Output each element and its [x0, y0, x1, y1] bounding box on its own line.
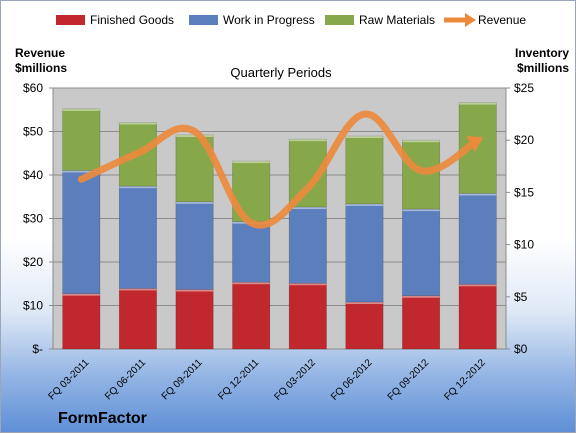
- left-tick-label: $40: [23, 168, 43, 182]
- x-tick-label: FQ 09-2011: [160, 357, 205, 402]
- bar-finished-goods: [62, 293, 101, 350]
- bar-raw-materials: [345, 135, 384, 205]
- right-tick-label: $25: [514, 81, 534, 95]
- bar-raw-materials: [402, 139, 441, 210]
- x-tick-label: FQ 12-2012: [442, 357, 488, 403]
- revenue-line: [77, 110, 482, 229]
- bar-highlight: [232, 282, 270, 285]
- bar-highlight: [345, 203, 384, 206]
- bar-finished-goods: [118, 288, 157, 350]
- bar-highlight: [119, 288, 157, 291]
- legend-swatch-raw-materials: [325, 15, 354, 25]
- left-tick-label: $-: [32, 342, 43, 356]
- bar-highlight: [289, 207, 327, 210]
- legend-label-finished-goods: Finished Goods: [90, 13, 174, 27]
- bar-highlight: [345, 302, 384, 305]
- left-tick-label: $50: [23, 125, 43, 139]
- legend-arrowhead: [465, 13, 476, 27]
- bar-highlight: [402, 295, 440, 298]
- chart-subtitle: Quarterly Periods: [230, 65, 332, 80]
- bar-work-in-progress: [345, 203, 384, 303]
- bar-finished-goods: [232, 281, 271, 350]
- plot-area: $- $10 $20 $30 $40 $50 $60 $0 $5 $10 $15 $20 $25 FQ 0…: [23, 81, 534, 403]
- right-tick-label: $20: [514, 133, 534, 147]
- bar-finished-goods: [402, 295, 441, 350]
- legend: Finished Goods Work in Progress Raw Materi…: [56, 13, 526, 27]
- x-tick-label: FQ 09-2012: [386, 357, 432, 403]
- x-tick-label: FQ 06-2012: [329, 357, 375, 403]
- bar-work-in-progress: [288, 206, 327, 284]
- right-tick-label: $15: [514, 185, 534, 199]
- bar-work-in-progress: [62, 170, 101, 294]
- bar-work-in-progress: [118, 185, 157, 289]
- legend-label-raw-materials: Raw Materials: [359, 13, 435, 27]
- bar-highlight: [402, 140, 440, 143]
- bar-highlight: [119, 122, 157, 125]
- right-tick-label: $10: [514, 238, 534, 252]
- left-tick-label: $30: [23, 212, 43, 226]
- left-tick-label: $20: [23, 255, 43, 269]
- bar-work-in-progress: [458, 193, 497, 285]
- legend-swatch-finished-goods: [56, 15, 85, 25]
- bar-highlight: [289, 283, 327, 286]
- bar-work-in-progress: [175, 201, 214, 290]
- legend-label-work-in-progress: Work in Progress: [223, 13, 315, 27]
- brand-label: FormFactor: [58, 410, 147, 427]
- x-tick-label: FQ 12-2011: [216, 357, 261, 402]
- bar-highlight: [402, 209, 440, 212]
- bar-finished-goods: [458, 283, 497, 350]
- bar-highlight: [459, 193, 497, 196]
- legend-label-revenue: Revenue: [478, 13, 526, 27]
- right-axis-label-line2: $millions: [517, 61, 569, 75]
- bar-highlight: [62, 293, 100, 296]
- bar-highlight: [62, 108, 100, 111]
- bar-work-in-progress: [232, 221, 271, 283]
- bar-finished-goods: [175, 289, 214, 350]
- bar-highlight: [175, 134, 214, 137]
- bar-finished-goods: [345, 301, 384, 350]
- bar-highlight: [345, 136, 384, 139]
- bar-highlight: [119, 186, 157, 189]
- right-tick-label: $5: [514, 290, 528, 304]
- left-tick-label: $10: [23, 299, 43, 313]
- left-axis-label-line2: $millions: [15, 61, 67, 75]
- x-tick-label: FQ 03-2012: [272, 357, 318, 403]
- bar-finished-goods: [288, 282, 327, 350]
- left-tick-label: $60: [23, 81, 43, 95]
- bar-highlight: [289, 139, 327, 142]
- right-tick-label: $0: [514, 342, 528, 356]
- bar-highlight: [62, 170, 100, 173]
- left-axis-label-line1: Revenue: [15, 46, 65, 60]
- legend-swatch-work-in-progress: [189, 15, 218, 25]
- bar-raw-materials: [62, 108, 101, 171]
- right-axis-label-line1: Inventory: [515, 46, 569, 60]
- bar-highlight: [175, 201, 214, 204]
- bar-highlight: [459, 284, 497, 287]
- bar-work-in-progress: [402, 208, 441, 297]
- bar-highlight: [459, 102, 497, 105]
- bar-highlight: [232, 161, 270, 164]
- x-tick-label: FQ 06-2011: [103, 357, 148, 402]
- revenue-arrowhead: [466, 136, 483, 152]
- x-tick-label: FQ 03-2011: [46, 357, 91, 402]
- bar-highlight: [175, 289, 214, 292]
